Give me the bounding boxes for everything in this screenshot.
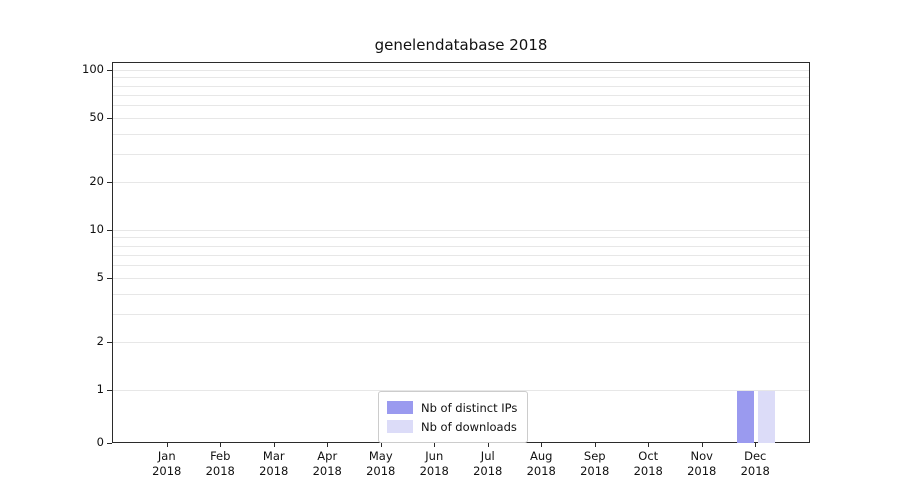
y-tick-label: 1 xyxy=(96,382,104,396)
x-axis-tick xyxy=(166,443,168,447)
x-tick-label: Apr 2018 xyxy=(312,449,342,478)
y-tick-label: 0 xyxy=(96,435,104,449)
y-tick-label: 5 xyxy=(96,270,104,285)
y-axis-tick xyxy=(107,118,112,120)
x-tick-label: Jul 2018 xyxy=(473,449,503,478)
gridline-y xyxy=(113,105,809,107)
y-tick-label: 50 xyxy=(89,110,104,125)
y-axis-tick xyxy=(107,230,112,231)
x-tick-label: Sep 2018 xyxy=(580,449,610,478)
x-axis-tick xyxy=(755,443,757,447)
x-tick-label: Nov 2018 xyxy=(687,449,717,478)
gridline-y xyxy=(113,85,809,87)
x-axis-tick xyxy=(487,443,489,447)
gridline-y xyxy=(113,254,809,256)
gridline-y xyxy=(113,237,809,239)
x-axis-tick xyxy=(434,443,436,447)
y-axis-tick xyxy=(107,181,112,183)
x-tick-label: Jun 2018 xyxy=(419,449,449,478)
plot-area xyxy=(112,62,810,443)
gridline-y xyxy=(113,278,809,280)
x-tick-label: Jan 2018 xyxy=(152,449,182,478)
x-axis-tick xyxy=(594,443,596,447)
y-axis-tick xyxy=(107,443,112,444)
gridline-y xyxy=(113,245,809,247)
x-tick-label: Oct 2018 xyxy=(633,449,663,478)
chart-title: genelendatabase 2018 xyxy=(374,36,548,54)
legend-label-downloads: Nb of downloads xyxy=(421,419,517,434)
y-tick-label: 10 xyxy=(89,222,104,236)
bar-distinct-ips xyxy=(737,391,755,443)
legend-item-downloads: Nb of downloads xyxy=(387,417,517,436)
gridline-y xyxy=(113,94,809,96)
x-axis-tick xyxy=(648,443,650,447)
gridline-y xyxy=(113,181,809,183)
x-tick-label: Feb 2018 xyxy=(205,449,235,478)
gridline-y xyxy=(113,118,809,120)
x-axis-tick xyxy=(220,443,222,447)
y-tick-label: 20 xyxy=(89,173,104,188)
x-axis-tick xyxy=(273,443,275,447)
gridline-y xyxy=(113,133,809,135)
gridline-y xyxy=(113,313,809,315)
x-axis-tick xyxy=(380,443,382,447)
gridline-y xyxy=(113,390,809,391)
gridline-y xyxy=(113,230,809,231)
y-axis-tick xyxy=(107,278,112,280)
bar-downloads xyxy=(758,391,776,443)
x-axis-tick xyxy=(701,443,703,447)
gridline-y xyxy=(113,341,809,343)
y-axis-tick xyxy=(107,341,112,343)
y-axis-tick xyxy=(107,390,112,391)
legend: Nb of distinct IPs Nb of downloads xyxy=(378,391,529,443)
legend-item-distinct-ips: Nb of distinct IPs xyxy=(387,398,517,417)
x-tick-label: May 2018 xyxy=(366,449,396,478)
x-axis-tick xyxy=(327,443,329,447)
gridline-y xyxy=(113,293,809,295)
gridline-y xyxy=(113,153,809,155)
gridline-y xyxy=(113,70,809,71)
y-tick-label: 2 xyxy=(96,333,104,348)
gridline-y xyxy=(113,77,809,79)
legend-swatch-downloads xyxy=(387,420,413,433)
legend-swatch-distinct-ips xyxy=(387,401,413,414)
gridline-y xyxy=(113,265,809,267)
y-axis-tick xyxy=(107,70,112,71)
x-tick-label: Mar 2018 xyxy=(259,449,289,478)
y-tick-label: 100 xyxy=(82,62,104,76)
x-tick-label: Dec 2018 xyxy=(740,449,770,478)
x-axis-tick xyxy=(541,443,543,447)
legend-label-distinct-ips: Nb of distinct IPs xyxy=(421,400,518,415)
x-tick-label: Aug 2018 xyxy=(526,449,556,478)
